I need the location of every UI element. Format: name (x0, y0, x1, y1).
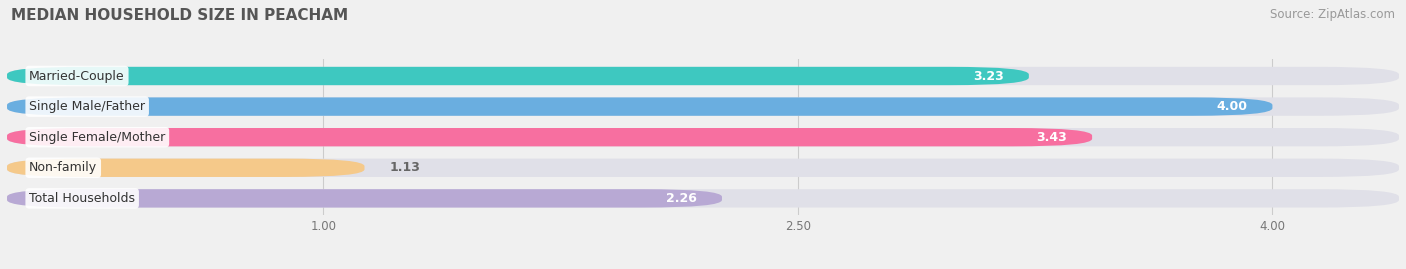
FancyBboxPatch shape (7, 159, 364, 177)
Text: 2.26: 2.26 (666, 192, 696, 205)
Text: 3.23: 3.23 (973, 69, 1004, 83)
Text: Non-family: Non-family (30, 161, 97, 174)
FancyBboxPatch shape (7, 67, 1029, 85)
FancyBboxPatch shape (7, 189, 723, 208)
Text: MEDIAN HOUSEHOLD SIZE IN PEACHAM: MEDIAN HOUSEHOLD SIZE IN PEACHAM (11, 8, 349, 23)
Text: Married-Couple: Married-Couple (30, 69, 125, 83)
FancyBboxPatch shape (7, 97, 1399, 116)
FancyBboxPatch shape (7, 128, 1092, 146)
Text: Total Households: Total Households (30, 192, 135, 205)
Text: Source: ZipAtlas.com: Source: ZipAtlas.com (1270, 8, 1395, 21)
Text: 3.43: 3.43 (1036, 131, 1067, 144)
FancyBboxPatch shape (7, 128, 1399, 146)
FancyBboxPatch shape (7, 159, 1399, 177)
Text: 4.00: 4.00 (1216, 100, 1247, 113)
Text: Single Male/Father: Single Male/Father (30, 100, 145, 113)
FancyBboxPatch shape (7, 97, 1272, 116)
FancyBboxPatch shape (7, 189, 1399, 208)
Text: Single Female/Mother: Single Female/Mother (30, 131, 166, 144)
FancyBboxPatch shape (7, 67, 1399, 85)
Text: 1.13: 1.13 (389, 161, 420, 174)
